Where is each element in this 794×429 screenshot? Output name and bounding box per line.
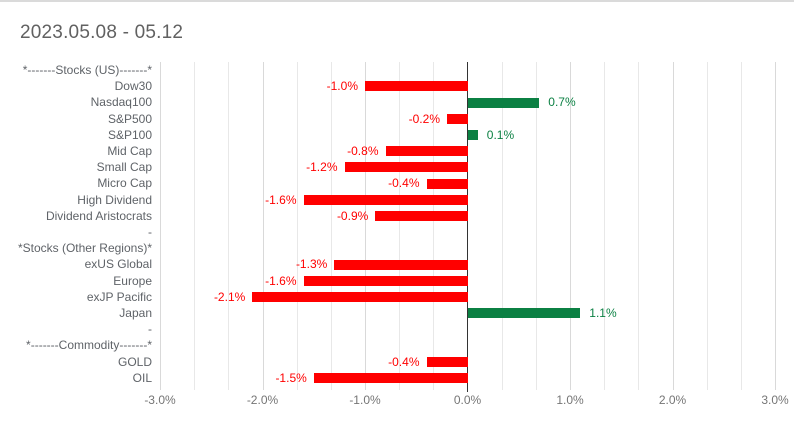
category-label: *Stocks (Other Regions)* — [17, 241, 152, 256]
bar[interactable] — [385, 146, 468, 157]
category-label: Small Cap — [96, 160, 152, 175]
category-label: S&P100 — [107, 127, 152, 142]
x-axis-tick-label: 1.0% — [556, 393, 584, 407]
minor-gridline — [194, 62, 196, 390]
bar[interactable] — [375, 210, 468, 221]
value-label: -0.4% — [388, 176, 420, 191]
x-axis-tick-label: -2.0% — [246, 393, 279, 407]
minor-gridline — [296, 62, 298, 390]
bar[interactable] — [426, 356, 468, 367]
value-label: 0.7% — [548, 95, 576, 110]
major-gridline — [570, 62, 571, 390]
minor-gridline — [535, 62, 537, 390]
minor-gridline — [228, 62, 230, 390]
category-label: S&P500 — [107, 111, 152, 126]
major-gridline — [672, 62, 674, 390]
category-label: - — [148, 322, 152, 337]
category-label: Japan — [119, 306, 152, 320]
minor-gridline — [706, 62, 708, 390]
x-axis-tick-label: -3.0% — [144, 393, 176, 407]
value-label: -1.5% — [275, 370, 307, 385]
value-label: -0.4% — [388, 354, 420, 369]
x-axis-tick-label: 3.0% — [761, 393, 789, 407]
value-label: -1.6% — [265, 192, 297, 207]
value-label: -0.2% — [408, 111, 440, 126]
category-label: exUS Global — [84, 257, 152, 272]
bar[interactable] — [344, 162, 468, 173]
bar[interactable] — [467, 308, 581, 319]
minor-gridline — [433, 62, 435, 390]
bar[interactable] — [313, 372, 468, 383]
chart-title: 2023.05.08 - 05.12 — [20, 22, 184, 43]
value-label: -1.3% — [295, 257, 328, 272]
category-label: GOLD — [117, 354, 152, 369]
category-label: Nasdaq100 — [90, 95, 152, 110]
category-label: - — [148, 225, 152, 239]
category-label: OIL — [132, 370, 152, 385]
value-label: 0.1% — [486, 127, 515, 142]
bar[interactable] — [426, 178, 468, 189]
value-label: -1.2% — [306, 160, 338, 175]
major-gridline — [262, 62, 264, 390]
major-gridline — [775, 62, 776, 390]
value-label: -1.0% — [326, 79, 358, 94]
major-gridline — [160, 62, 161, 390]
minor-gridline — [740, 62, 742, 390]
category-label: Dow30 — [114, 79, 152, 94]
bar[interactable] — [303, 194, 468, 205]
bar[interactable] — [365, 81, 468, 92]
major-gridline — [365, 62, 366, 390]
category-label: High Dividend — [77, 192, 152, 207]
bar[interactable] — [467, 129, 478, 140]
category-label: exJP Pacific — [86, 289, 152, 304]
value-label: -2.1% — [213, 289, 246, 304]
value-label: -0.8% — [347, 144, 379, 158]
x-axis-tick-label: -1.0% — [349, 393, 381, 407]
category-label: Dividend Aristocrats — [45, 208, 152, 223]
bar[interactable] — [447, 113, 468, 124]
category-label: *-------Commodity-------* — [26, 338, 152, 353]
minor-gridline — [399, 62, 401, 390]
value-label: -1.6% — [265, 273, 297, 288]
category-label: Europe — [113, 273, 152, 288]
value-label: -0.9% — [336, 208, 369, 223]
bar[interactable] — [467, 97, 540, 108]
value-label: 1.1% — [589, 306, 617, 320]
category-label: *-------Stocks (US)-------* — [22, 63, 152, 77]
top-divider — [0, 0, 794, 2]
zero-axis-line — [466, 62, 469, 392]
bar[interactable] — [252, 291, 468, 302]
bar[interactable] — [334, 259, 468, 270]
x-axis-tick-label: 0.0% — [453, 393, 482, 407]
category-label: Micro Cap — [97, 176, 152, 191]
category-label: Mid Cap — [107, 144, 152, 158]
bar[interactable] — [303, 275, 468, 286]
minor-gridline — [501, 62, 503, 390]
minor-gridline — [638, 62, 640, 390]
minor-gridline — [604, 62, 606, 390]
x-axis-tick-label: 2.0% — [658, 393, 687, 407]
minor-gridline — [330, 62, 332, 390]
